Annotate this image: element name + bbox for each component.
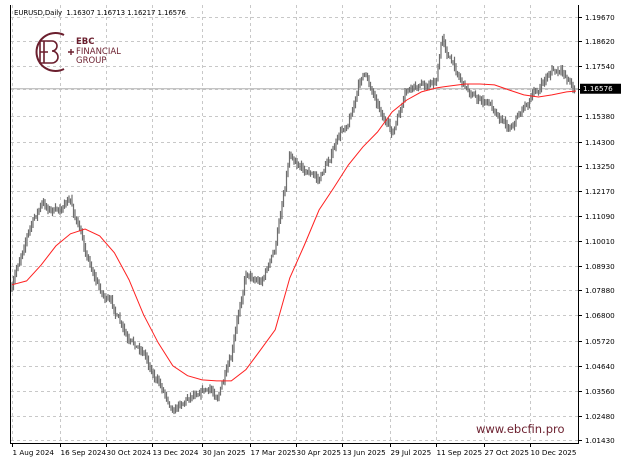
x-axis: 1 Aug 2024 16 Sep 2024 30 Oct 2024 13 Dec 2… — [12, 443, 577, 457]
y-axis: 1.19670 1.18620 1.17540 1.15380 1.14300 1.132… — [578, 13, 615, 445]
ohlc-values: 1.16307 1.16713 1.16217 1.16576 — [66, 9, 186, 17]
y-tick-label: 1.07880 — [585, 286, 615, 295]
x-tick-label: 10 Dec 2025 — [531, 448, 577, 457]
y-tick-label: 1.10010 — [585, 237, 615, 246]
y-tick-label: 1.14300 — [585, 138, 615, 147]
logo-text: EBC FINANCIAL GROUP — [76, 37, 121, 67]
y-tick-label: 1.02480 — [585, 412, 615, 421]
chart-border-bottom — [10, 443, 579, 444]
x-tick-label: 30 Jan 2025 — [203, 448, 246, 457]
current-price-text: 1.16576 — [583, 84, 613, 93]
y-tick-label: 1.13250 — [585, 162, 615, 171]
current-price-label: 1.16576 — [580, 83, 621, 94]
y-tick-label: 1.17540 — [585, 62, 615, 71]
x-tick-label: 30 Apr 2025 — [297, 448, 341, 457]
moving-average-line — [11, 83, 577, 382]
y-tick-label: 1.12170 — [585, 187, 615, 196]
chart-border-right — [578, 5, 579, 444]
y-tick-label: 1.08930 — [585, 262, 615, 271]
logo-line-3: GROUP — [76, 56, 107, 66]
y-tick-label: 1.01430 — [585, 436, 615, 445]
chart-border-left — [10, 5, 11, 444]
y-tick-label: 1.05720 — [585, 337, 615, 346]
y-tick-label: 1.19670 — [585, 13, 615, 22]
x-tick-label: 13 Jun 2025 — [343, 448, 386, 457]
x-tick-label: 17 Mar 2025 — [251, 448, 297, 457]
x-tick-label: 16 Sep 2024 — [61, 448, 107, 457]
x-tick-label: 29 Jul 2025 — [391, 448, 432, 457]
symbol-timeframe: EURUSD,Daily — [14, 9, 63, 17]
x-tick-label: 1 Aug 2024 — [13, 448, 55, 457]
price-bars — [11, 33, 576, 415]
logo-line-2: FINANCIAL — [76, 46, 121, 57]
y-tick-label: 1.04640 — [585, 362, 615, 371]
ebc-logo-icon — [35, 32, 74, 72]
x-tick-label: 13 Dec 2024 — [153, 448, 199, 457]
website-watermark: www.ebcfin.pro — [476, 422, 565, 436]
y-tick-label: 1.11090 — [585, 212, 615, 221]
grid — [11, 5, 578, 443]
y-tick-label: 1.03560 — [585, 387, 615, 396]
x-tick-label: 30 Oct 2024 — [107, 448, 152, 457]
x-tick-label: 27 Oct 2025 — [485, 448, 529, 457]
y-tick-label: 1.15380 — [585, 112, 615, 121]
y-tick-label: 1.18620 — [585, 37, 615, 46]
x-tick-label: 11 Sep 2025 — [437, 448, 483, 457]
chart-header: EURUSD,Daily 1.16307 1.16713 1.16217 1.1… — [14, 9, 186, 17]
logo-line-1: EBC — [76, 37, 95, 47]
y-tick-label: 1.06800 — [585, 311, 615, 320]
